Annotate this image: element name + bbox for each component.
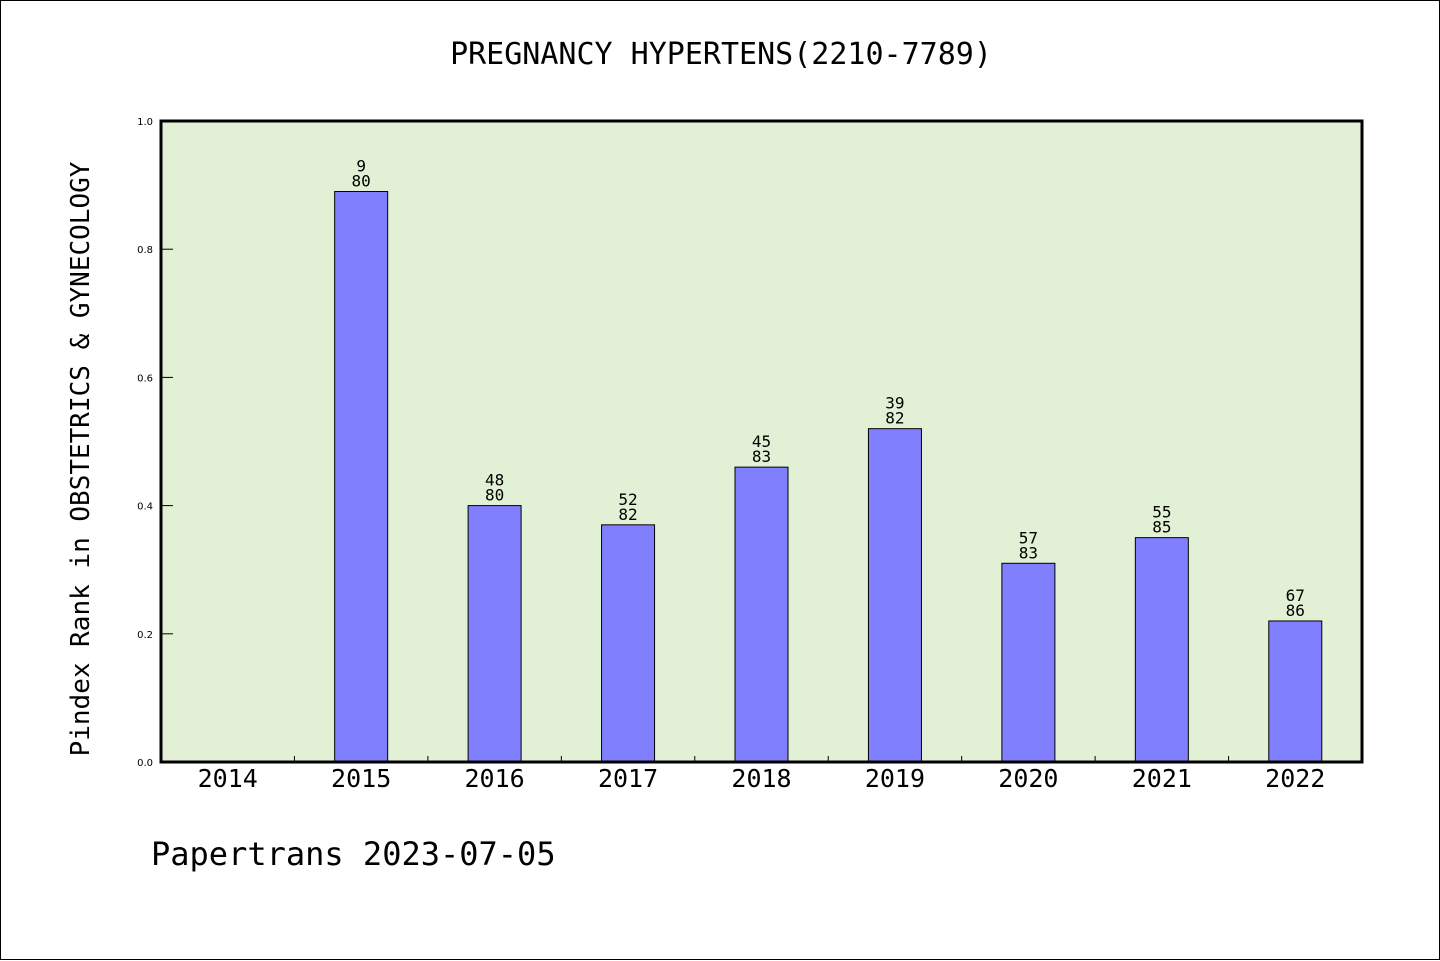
x-tick-label: 2014 [198, 764, 258, 793]
x-tick-label: 2022 [1265, 764, 1325, 793]
bar-rank-label: 52 [618, 490, 637, 509]
bar-total-label: 82 [618, 505, 637, 524]
bar-rank-label: 9 [356, 157, 366, 176]
y-tick-label: 0.4 [137, 502, 153, 513]
bar [601, 524, 656, 763]
bar-rank-label: 45 [752, 432, 771, 451]
x-tick-label: 2020 [998, 764, 1058, 793]
bar-total-label: 83 [752, 447, 771, 466]
footer-text: Papertrans 2023-07-05 [151, 835, 556, 873]
bar-rank-label: 55 [1152, 503, 1171, 522]
bar-rank-label: 67 [1286, 586, 1305, 605]
x-tick-label: 2016 [465, 764, 525, 793]
bar-total-label: 80 [352, 172, 371, 191]
plot-border [159, 119, 1364, 764]
bar-total-label: 86 [1286, 601, 1305, 620]
bar [734, 466, 789, 763]
bar [467, 505, 522, 763]
bar [1268, 620, 1323, 763]
y-tick-label: 0.0 [137, 758, 153, 769]
y-tick-label: 1.0 [137, 117, 153, 128]
x-tick-label: 2018 [731, 764, 791, 793]
bar-rank-label: 57 [1019, 528, 1038, 547]
y-tick-label: 0.6 [137, 373, 153, 384]
bar-total-label: 82 [885, 409, 904, 428]
bar-total-label: 85 [1152, 518, 1171, 537]
y-tick-label: 0.2 [137, 630, 153, 641]
bar-rank-label: 39 [885, 394, 904, 413]
bar-total-label: 83 [1019, 543, 1038, 562]
x-tick-label: 2017 [598, 764, 658, 793]
bar [334, 191, 389, 763]
bar-rank-label: 48 [485, 471, 504, 490]
bar [1134, 537, 1189, 763]
bar [867, 428, 922, 763]
x-tick-label: 2019 [865, 764, 925, 793]
bar-total-label: 80 [485, 486, 504, 505]
bar [1001, 562, 1056, 763]
x-tick-label: 2015 [331, 764, 391, 793]
chart-title: PREGNANCY HYPERTENS(2210-7789) [450, 37, 992, 72]
x-tick-label: 2021 [1132, 764, 1192, 793]
y-tick-label: 0.8 [137, 245, 153, 256]
